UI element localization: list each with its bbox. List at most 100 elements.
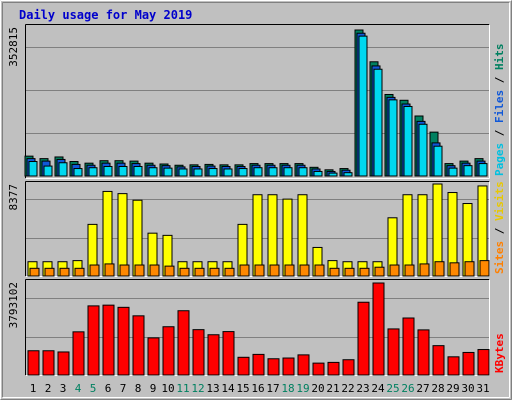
- bar-pages-day-12: [193, 168, 203, 177]
- bar-pages-day-24: [373, 68, 383, 177]
- bar-pages-day-31: [478, 163, 488, 177]
- bar-pages-day-18: [283, 167, 293, 177]
- bar-sites-day-26: [404, 264, 415, 277]
- bar-kbytes-day-31: [477, 349, 490, 376]
- bar-visits-day-17: [267, 194, 278, 277]
- legend-separator: /: [493, 123, 506, 143]
- bar-pages-day-30: [463, 165, 473, 177]
- bar-pages-day-10: [163, 167, 173, 177]
- x-tick-label: 21: [326, 382, 339, 395]
- x-tick-label: 31: [476, 382, 489, 395]
- bar-sites-day-24: [374, 266, 385, 277]
- bar-sites-day-19: [299, 264, 310, 277]
- bar-kbytes-day-4: [72, 331, 85, 376]
- bar-pages-day-29: [448, 167, 458, 177]
- bar-kbytes-day-24: [372, 282, 385, 376]
- bar-sites-day-14: [224, 267, 235, 277]
- bar-sites-day-28: [434, 261, 445, 277]
- x-tick-label: 12: [191, 382, 204, 395]
- bar-sites-day-20: [314, 264, 325, 277]
- bar-pages-day-26: [403, 105, 413, 177]
- bar-sites-day-13: [209, 267, 220, 277]
- bar-kbytes-day-3: [57, 351, 70, 376]
- bar-kbytes-day-22: [342, 359, 355, 376]
- bar-pages-day-3: [58, 162, 68, 177]
- bar-pages-day-11: [178, 168, 188, 177]
- x-tick-label: 19: [296, 382, 309, 395]
- panel-1: 352815 Pages / Files / Hits: [7, 24, 506, 179]
- bar-pages-day-16: [253, 167, 263, 177]
- bar-pages-day-8: [133, 165, 143, 177]
- x-tick-label: 20: [311, 382, 324, 395]
- bar-sites-day-25: [389, 264, 400, 277]
- bar-pages-day-1: [28, 161, 38, 177]
- bar-sites-day-22: [344, 267, 355, 277]
- bar-sites-day-10: [164, 265, 175, 277]
- bar-kbytes-day-17: [267, 358, 280, 376]
- bar-kbytes-day-5: [87, 305, 100, 376]
- bar-kbytes-day-9: [147, 337, 160, 376]
- legend: Pages / Files / Hits: [493, 44, 506, 177]
- bar-kbytes-day-6: [102, 304, 115, 376]
- y-max-label: 352815: [7, 27, 20, 67]
- x-tick-label: 9: [150, 382, 157, 395]
- bar-visits-day-6: [102, 190, 113, 277]
- legend-separator: /: [493, 70, 506, 90]
- legend: Sites / Visits: [493, 181, 506, 274]
- x-tick-label: 26: [401, 382, 414, 395]
- bar-sites-day-4: [74, 267, 85, 277]
- bar-kbytes-day-14: [222, 331, 235, 376]
- x-tick-label: 28: [431, 382, 444, 395]
- x-tick-label: 15: [236, 382, 249, 395]
- bar-sites-day-31: [479, 260, 490, 277]
- bar-sites-day-5: [89, 264, 100, 277]
- bar-kbytes-day-27: [417, 329, 430, 376]
- bar-pages-day-21: [328, 172, 338, 177]
- bar-pages-day-15: [238, 168, 248, 177]
- bar-sites-day-21: [329, 267, 340, 277]
- bar-pages-day-2: [43, 165, 53, 177]
- bar-pages-day-19: [298, 167, 308, 177]
- y-max-label: 3793102: [7, 282, 20, 328]
- bar-pages-day-14: [223, 168, 233, 177]
- bar-pages-day-9: [148, 167, 158, 177]
- x-tick-label: 5: [90, 382, 97, 395]
- x-tick-label: 11: [176, 382, 189, 395]
- bar-kbytes-day-1: [27, 350, 40, 376]
- bar-pages-day-17: [268, 167, 278, 177]
- x-tick-label: 24: [371, 382, 385, 395]
- bar-pages-day-27: [418, 123, 428, 177]
- bar-kbytes-day-16: [252, 353, 265, 376]
- x-tick-label: 29: [446, 382, 459, 395]
- bar-pages-day-22: [343, 172, 353, 177]
- bar-kbytes-day-8: [132, 315, 145, 376]
- bar-kbytes-day-30: [462, 351, 475, 376]
- bar-pages-day-23: [358, 35, 368, 177]
- bar-kbytes-day-2: [42, 350, 55, 376]
- bar-kbytes-day-12: [192, 329, 205, 376]
- bar-pages-day-25: [388, 99, 398, 177]
- x-tick-label: 7: [120, 382, 127, 395]
- panel-2: 8377 Sites / Visits: [7, 181, 506, 277]
- bar-sites-day-29: [449, 262, 460, 277]
- bar-visits-day-18: [282, 198, 293, 277]
- x-tick-label: 17: [266, 382, 279, 395]
- legend-pages: Pages: [493, 143, 506, 176]
- legend: KBytes: [493, 333, 506, 373]
- bar-kbytes-day-15: [237, 356, 250, 376]
- x-tick-label: 4: [75, 382, 82, 395]
- bar-kbytes-day-21: [327, 361, 340, 376]
- bar-sites-day-23: [359, 267, 370, 277]
- legend-sites: Sites: [493, 241, 506, 274]
- legend-hits: Hits: [493, 44, 506, 71]
- bar-kbytes-day-28: [432, 345, 445, 376]
- bar-sites-day-30: [464, 261, 475, 277]
- bar-sites-day-2: [44, 267, 55, 277]
- legend-files: Files: [493, 90, 506, 123]
- bar-sites-day-6: [104, 263, 115, 277]
- bar-pages-day-7: [118, 165, 128, 177]
- bar-kbytes-day-19: [297, 354, 310, 376]
- x-tick-label: 23: [356, 382, 369, 395]
- bar-pages-day-28: [433, 145, 443, 177]
